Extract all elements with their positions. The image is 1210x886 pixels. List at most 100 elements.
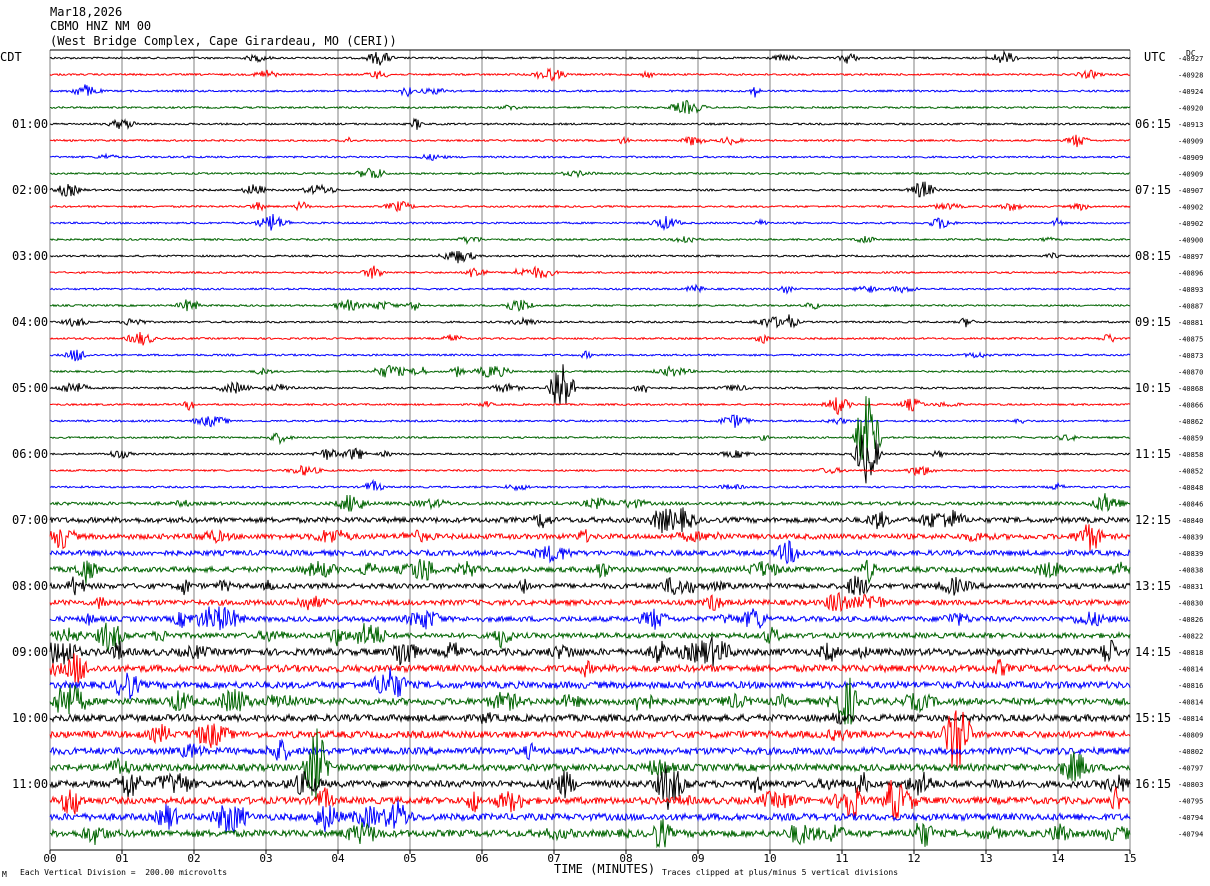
seismic-trace bbox=[49, 710, 1131, 768]
dc-offset-label: -40924 bbox=[1178, 88, 1203, 96]
dc-offset-label: -40927 bbox=[1178, 55, 1203, 63]
left-hour-label: 11:00 bbox=[12, 777, 48, 791]
x-tick-label: 10 bbox=[763, 852, 776, 865]
seismic-trace bbox=[49, 636, 1130, 668]
seismic-trace bbox=[49, 653, 1131, 685]
x-tick-label: 12 bbox=[907, 852, 920, 865]
seismic-trace bbox=[49, 397, 1131, 416]
dc-offset-label: -40893 bbox=[1178, 286, 1203, 294]
right-hour-label: 12:15 bbox=[1135, 513, 1171, 527]
dc-offset-label: -40907 bbox=[1178, 187, 1203, 195]
dc-offset-label: -40902 bbox=[1178, 220, 1203, 228]
seismic-trace bbox=[49, 396, 1131, 462]
seismic-trace bbox=[49, 349, 1131, 362]
seismic-trace bbox=[49, 606, 1131, 631]
seismic-trace bbox=[49, 622, 1131, 652]
seismic-trace bbox=[49, 434, 1131, 484]
left-hour-label: 10:00 bbox=[12, 711, 48, 725]
dc-offset-label: -40875 bbox=[1178, 336, 1203, 344]
dc-offset-label: -40840 bbox=[1178, 517, 1203, 525]
dc-label: DC bbox=[1186, 49, 1196, 58]
dc-offset-label: -40852 bbox=[1178, 468, 1203, 476]
seismic-trace bbox=[49, 332, 1131, 346]
x-tick-label: 02 bbox=[187, 852, 200, 865]
left-hour-label: 03:00 bbox=[12, 249, 48, 263]
dc-offset-label: -40902 bbox=[1178, 204, 1203, 212]
right-hour-label: 07:15 bbox=[1135, 183, 1171, 197]
seismic-trace bbox=[49, 299, 1131, 312]
right-hour-label: 08:15 bbox=[1135, 249, 1171, 263]
x-tick-label: 03 bbox=[259, 852, 272, 865]
dc-offset-label: -40848 bbox=[1178, 484, 1203, 492]
seismic-trace bbox=[49, 236, 1131, 245]
seismic-trace bbox=[49, 524, 1131, 552]
x-tick-label: 08 bbox=[619, 852, 632, 865]
dc-offset-label: -40881 bbox=[1178, 319, 1203, 327]
x-tick-label: 00 bbox=[43, 852, 56, 865]
dc-offset-label: -40839 bbox=[1178, 550, 1203, 558]
dc-offset-label: -40928 bbox=[1178, 72, 1203, 80]
seismic-trace bbox=[49, 67, 1131, 82]
dc-offset-label: -40822 bbox=[1178, 633, 1203, 641]
seismic-trace bbox=[49, 265, 1131, 279]
x-tick-label: 05 bbox=[403, 852, 416, 865]
dc-offset-label: -40900 bbox=[1178, 237, 1203, 245]
seismic-trace bbox=[49, 49, 1131, 66]
corner-mark: M bbox=[2, 870, 7, 879]
header-location: (West Bridge Complex, Cape Girardeau, MO… bbox=[50, 34, 397, 48]
division-note: Each Vertical Division = 200.00 microvol… bbox=[20, 868, 228, 877]
dc-offset-label: -40814 bbox=[1178, 666, 1203, 674]
left-hour-label: 06:00 bbox=[12, 447, 48, 461]
clip-note: Traces clipped at plus/minus 5 vertical … bbox=[662, 868, 899, 877]
x-tick-label: 14 bbox=[1051, 852, 1065, 865]
dc-offset-label: -40814 bbox=[1178, 715, 1203, 723]
dc-offset-label: -40858 bbox=[1178, 451, 1203, 459]
seismic-trace bbox=[49, 200, 1131, 213]
right-hour-label: 11:15 bbox=[1135, 447, 1171, 461]
seismic-trace bbox=[49, 464, 1131, 477]
seismic-trace bbox=[49, 314, 1131, 329]
dc-offset-label: -40859 bbox=[1178, 435, 1203, 443]
dc-offset-label: -40897 bbox=[1178, 253, 1203, 261]
x-tick-label: 09 bbox=[691, 852, 704, 865]
dc-offset-label: -40909 bbox=[1178, 154, 1203, 162]
x-tick-label: 11 bbox=[835, 852, 848, 865]
left-hour-label: 01:00 bbox=[12, 117, 48, 131]
dc-offset-label: -40870 bbox=[1178, 369, 1203, 377]
dc-offset-label: -40802 bbox=[1178, 748, 1203, 756]
seismic-trace bbox=[49, 152, 1131, 161]
right-hour-label: 06:15 bbox=[1135, 117, 1171, 131]
seismic-trace bbox=[49, 507, 1131, 534]
dc-offset-label: -40839 bbox=[1178, 534, 1203, 542]
dc-offset-label: -40909 bbox=[1178, 171, 1203, 179]
dc-offset-label: -40909 bbox=[1178, 138, 1203, 146]
dc-offset-label: -40868 bbox=[1178, 385, 1203, 393]
dc-offset-label: -40818 bbox=[1178, 649, 1203, 657]
header-station: CBMO HNZ NM 00 bbox=[50, 19, 152, 33]
seismic-trace bbox=[49, 780, 1131, 820]
x-tick-label: 04 bbox=[331, 852, 345, 865]
dc-offset-label: -40794 bbox=[1178, 831, 1203, 839]
dc-offset-label: -40794 bbox=[1178, 814, 1203, 822]
dc-offset-label: -40809 bbox=[1178, 732, 1203, 740]
seismic-trace bbox=[49, 591, 1131, 613]
x-tick-label: 13 bbox=[979, 852, 992, 865]
dc-offset-label: -40816 bbox=[1178, 682, 1203, 690]
seismic-trace bbox=[49, 539, 1131, 565]
dc-offset-label: -40913 bbox=[1178, 121, 1203, 129]
seismic-trace bbox=[49, 283, 1131, 295]
seismic-trace bbox=[50, 214, 1131, 232]
right-timezone: UTC bbox=[1144, 50, 1166, 64]
seismic-trace bbox=[49, 134, 1131, 148]
left-hour-label: 08:00 bbox=[12, 579, 48, 593]
dc-offset-label: -40920 bbox=[1178, 105, 1203, 113]
right-hour-label: 09:15 bbox=[1135, 315, 1171, 329]
dc-offset-label: -40803 bbox=[1178, 781, 1203, 789]
seismic-trace bbox=[49, 84, 1131, 98]
dc-offset-label: -40830 bbox=[1178, 600, 1203, 608]
seismic-trace bbox=[49, 712, 1131, 725]
right-hour-label: 13:15 bbox=[1135, 579, 1171, 593]
right-hour-label: 10:15 bbox=[1135, 381, 1171, 395]
left-hour-label: 07:00 bbox=[12, 513, 48, 527]
